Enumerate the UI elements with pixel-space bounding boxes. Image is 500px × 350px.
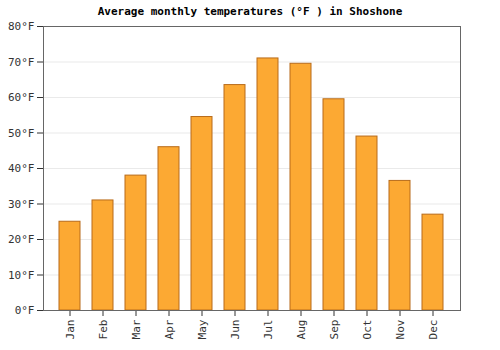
svg-text:50°F: 50°F xyxy=(8,127,35,140)
svg-text:Nov: Nov xyxy=(394,319,407,339)
svg-text:60°F: 60°F xyxy=(8,91,35,104)
svg-text:Jan: Jan xyxy=(64,320,77,340)
svg-text:Sep: Sep xyxy=(328,320,341,340)
svg-text:80°F: 80°F xyxy=(8,22,35,33)
svg-text:Apr: Apr xyxy=(163,319,176,339)
svg-text:Dec: Dec xyxy=(427,320,440,340)
svg-text:10°F: 10°F xyxy=(8,269,35,282)
svg-text:May: May xyxy=(196,319,209,339)
svg-text:70°F: 70°F xyxy=(8,56,35,69)
svg-text:30°F: 30°F xyxy=(8,198,35,211)
svg-text:Jun: Jun xyxy=(229,320,242,340)
svg-text:40°F: 40°F xyxy=(8,162,35,175)
svg-text:Jul: Jul xyxy=(262,320,275,340)
svg-text:Feb: Feb xyxy=(97,320,110,340)
svg-text:Oct: Oct xyxy=(361,320,374,340)
html-text:Average monthly temperatures (: Average monthly temperatures (°F ) in Sh… xyxy=(97,5,403,18)
svg-text:0°F: 0°F xyxy=(15,304,35,317)
svg-text:20°F: 20°F xyxy=(8,233,35,246)
svg-text:Aug: Aug xyxy=(295,320,308,340)
svg-text:Mar: Mar xyxy=(130,319,143,339)
